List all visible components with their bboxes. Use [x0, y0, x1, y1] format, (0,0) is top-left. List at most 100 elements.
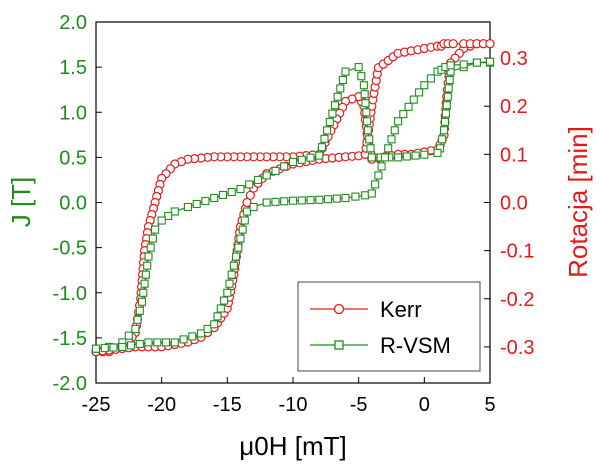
data-point	[390, 126, 399, 135]
data-point	[336, 84, 345, 93]
data-point	[354, 63, 363, 72]
data-point	[363, 126, 372, 135]
data-point	[485, 57, 495, 66]
data-point	[365, 135, 374, 144]
left-axis: 2.0 1.5 1.0 0.5 0.0 -0.5 -1.0 -1.5 -2.0	[53, 12, 102, 395]
right-tick-label: -0.2	[500, 289, 534, 311]
data-point	[179, 335, 188, 344]
data-point	[420, 150, 429, 159]
left-tick-label: 1.5	[59, 57, 87, 79]
data-point	[444, 84, 453, 93]
data-point	[201, 196, 210, 206]
data-point	[367, 189, 376, 198]
legend-kerr-label: Kerr	[380, 297, 422, 322]
data-point	[366, 144, 375, 153]
data-point	[153, 338, 162, 347]
right-tick-label: -0.1	[500, 241, 534, 263]
right-axis: 0.3 0.2 0.1 0.0 -0.1 -0.2 -0.3	[484, 48, 534, 359]
data-point	[188, 332, 197, 341]
right-tick-label: 0.2	[500, 96, 528, 118]
data-point	[218, 190, 228, 200]
x-tick-label: 5	[484, 394, 495, 416]
right-tick-label: 0.1	[500, 144, 528, 166]
data-point	[242, 207, 252, 216]
data-point	[297, 155, 306, 164]
data-point	[472, 58, 481, 67]
left-tick-label: 1.0	[59, 102, 87, 124]
data-point	[442, 101, 451, 110]
data-point	[411, 151, 420, 160]
data-point	[227, 270, 236, 279]
data-point	[203, 324, 212, 333]
data-point	[380, 153, 389, 162]
data-point	[387, 135, 396, 144]
data-point	[288, 196, 298, 205]
data-point	[306, 196, 315, 205]
data-point	[234, 243, 243, 252]
data-point	[341, 193, 350, 203]
data-point	[220, 296, 229, 305]
data-point	[91, 344, 101, 353]
data-point	[151, 225, 160, 234]
data-point	[341, 67, 350, 76]
data-point	[236, 234, 245, 243]
x-tick-label: -25	[82, 394, 111, 416]
data-point	[399, 110, 408, 119]
left-tick-label: -1.0	[53, 283, 87, 305]
data-point	[170, 338, 179, 347]
data-point	[433, 148, 442, 157]
data-point	[225, 279, 234, 288]
data-point	[320, 134, 329, 143]
data-point	[253, 175, 263, 184]
data-point	[170, 207, 179, 216]
data-point	[137, 297, 147, 306]
data-point	[363, 117, 372, 126]
data-point	[146, 243, 155, 252]
data-point	[249, 202, 258, 212]
data-point	[371, 180, 380, 189]
data-point	[384, 144, 393, 153]
legend-rvsm-marker	[334, 340, 344, 350]
right-tick-label: 0.0	[500, 193, 528, 215]
data-point	[192, 199, 201, 209]
data-point	[394, 117, 403, 126]
data-point	[439, 126, 449, 135]
data-point	[330, 101, 340, 110]
data-point	[362, 108, 371, 117]
data-point	[315, 195, 324, 204]
data-point	[271, 166, 280, 175]
data-point	[210, 193, 219, 203]
data-point	[144, 252, 153, 261]
data-point	[441, 109, 450, 118]
data-point	[361, 99, 370, 108]
data-point	[394, 153, 403, 162]
data-point	[262, 198, 271, 207]
data-point	[262, 171, 271, 180]
data-point	[338, 75, 347, 85]
data-point	[440, 117, 450, 126]
data-point	[409, 95, 418, 104]
data-point	[297, 196, 306, 205]
data-point	[238, 225, 247, 234]
left-tick-label: 0.0	[59, 193, 87, 215]
bottom-axis: -25 -20 -15 -10 -5 0 5	[82, 377, 496, 416]
data-point	[367, 153, 376, 162]
data-point	[420, 81, 429, 90]
data-point	[183, 202, 192, 212]
data-point	[210, 320, 219, 329]
data-point	[359, 81, 368, 90]
data-point	[216, 304, 225, 313]
data-point	[223, 288, 232, 297]
data-point	[109, 343, 118, 352]
data-point	[141, 270, 150, 279]
legend-box	[297, 281, 481, 372]
data-point	[197, 329, 206, 338]
legend-rvsm-label: R-VSM	[380, 333, 451, 358]
data-point	[143, 261, 152, 270]
data-point	[317, 143, 326, 152]
x-tick-label: -5	[350, 394, 368, 416]
data-point	[271, 197, 280, 206]
series-r-vsm	[91, 57, 495, 353]
right-tick-label: -0.3	[500, 337, 534, 359]
